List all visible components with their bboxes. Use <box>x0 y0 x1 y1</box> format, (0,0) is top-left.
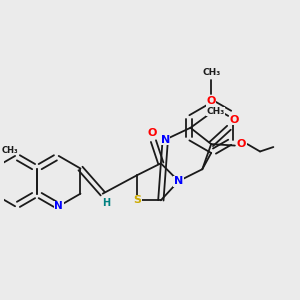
Text: O: O <box>230 115 239 124</box>
Text: N: N <box>54 201 63 211</box>
Text: CH₃: CH₃ <box>1 146 18 155</box>
Text: N: N <box>174 176 183 186</box>
Text: O: O <box>237 139 246 149</box>
Text: O: O <box>147 128 157 138</box>
Text: CH₃: CH₃ <box>202 68 220 77</box>
Text: H: H <box>102 198 110 208</box>
Text: S: S <box>133 195 141 205</box>
Text: O: O <box>206 96 216 106</box>
Text: CH₃: CH₃ <box>206 107 225 116</box>
Text: N: N <box>161 135 170 145</box>
